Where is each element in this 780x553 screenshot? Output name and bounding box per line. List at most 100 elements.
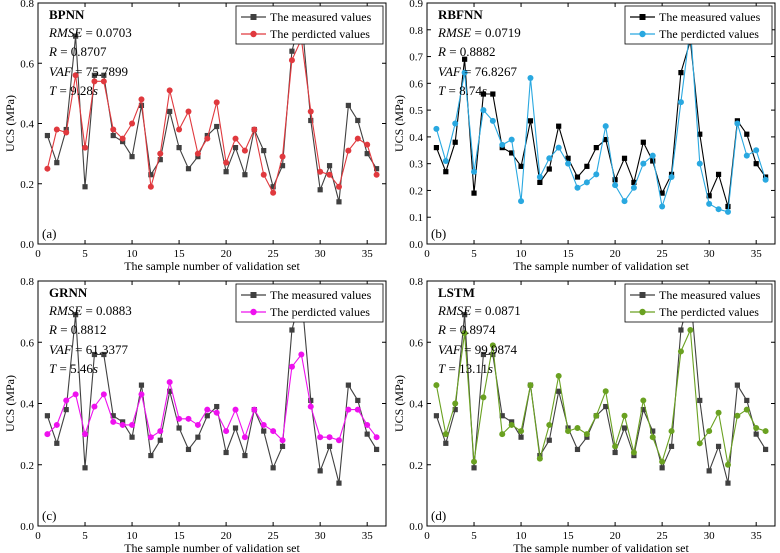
data-point [336,480,342,486]
data-point [308,397,314,404]
data-point [697,131,703,137]
metric-vaf: VAF = 75.7899 [49,64,128,79]
data-point [640,139,646,145]
data-point [308,117,314,124]
data-point [630,184,637,191]
data-point [678,70,684,76]
data-point [621,425,628,431]
legend-box [235,5,384,45]
data-point [223,428,230,435]
y-tick-label: 0.6 [20,337,34,349]
data-point [185,166,192,172]
metric-vaf: VAF = 99.9874 [438,342,517,357]
data-point [565,155,571,161]
legend-marker [250,30,257,38]
data-point [621,412,628,419]
data-point [546,437,552,443]
metric-t: T = 9.28s [49,83,98,98]
data-point [734,382,740,388]
data-point [138,102,145,109]
x-tick-label: 15 [174,248,186,260]
y-tick-label: 0.7 [409,52,423,64]
data-point [44,132,51,139]
x-tick-label: 15 [174,530,186,542]
data-point [223,169,229,175]
data-point [565,160,572,167]
data-point [762,428,769,435]
legend: The measured values The perdicted values [235,5,384,45]
metric-t: T = 8.74s [438,83,487,98]
data-point [753,147,760,154]
y-tick-label: 0.0 [409,239,423,251]
data-point [668,428,675,435]
x-tick-label: 25 [657,248,669,260]
data-point [148,172,154,178]
x-tick-label: 20 [221,248,233,260]
x-tick-label: 10 [516,248,528,260]
data-point [574,184,581,191]
data-point [373,434,380,441]
data-point [499,431,506,438]
data-point [612,449,618,456]
data-point [279,437,286,444]
legend-entry: The perdicted values [659,27,759,41]
data-point [537,179,543,186]
data-point [138,96,145,103]
data-point [462,56,468,62]
data-point [650,428,656,434]
data-point [433,145,440,151]
data-point [650,158,656,164]
legend-marker [250,292,257,298]
y-tick-label: 0.9 [409,0,423,10]
data-point [213,99,220,106]
data-point [194,150,201,157]
x-tick-label: 15 [563,248,575,260]
data-point [223,449,229,456]
data-point [744,131,750,137]
data-point [119,421,126,428]
data-point [204,132,210,139]
legend: The measured values The perdicted values [235,283,384,323]
data-point [82,144,89,151]
data-point [612,182,619,189]
data-point [471,190,477,196]
data-point [167,388,173,394]
data-point [508,136,515,143]
data-point [157,437,163,443]
y-axis-label: UCS (MPa) [3,375,17,432]
data-point [204,413,210,419]
data-point [452,120,459,127]
data-point [129,120,136,127]
data-point [443,440,449,446]
y-axis-label: UCS (MPa) [392,375,406,432]
data-point [373,446,380,453]
data-point [120,419,126,425]
data-point [232,145,239,151]
data-point [91,351,98,358]
model-title: RBFNN [438,7,483,22]
y-tick-label: 0.4 [20,399,34,411]
y-axis-label: UCS (MPa) [3,95,17,152]
data-point [354,406,361,413]
y-tick-label: 0.6 [20,58,34,70]
data-point [603,403,609,410]
legend-box [624,5,773,45]
data-point [631,179,637,186]
y-tick-label: 0.8 [20,0,34,10]
data-point [536,455,543,462]
metric-rmse: RMSE = 0.0703 [48,25,132,40]
data-point [195,434,201,440]
data-point [242,172,248,178]
data-point [630,449,637,456]
data-point [715,409,722,416]
data-point [762,176,769,183]
data-point [364,431,370,437]
x-tick-label: 25 [268,248,280,260]
data-point [471,458,478,465]
data-point [555,144,562,151]
data-point [317,468,323,474]
data-point [443,169,449,175]
data-point [433,413,440,419]
data-point [232,406,239,413]
